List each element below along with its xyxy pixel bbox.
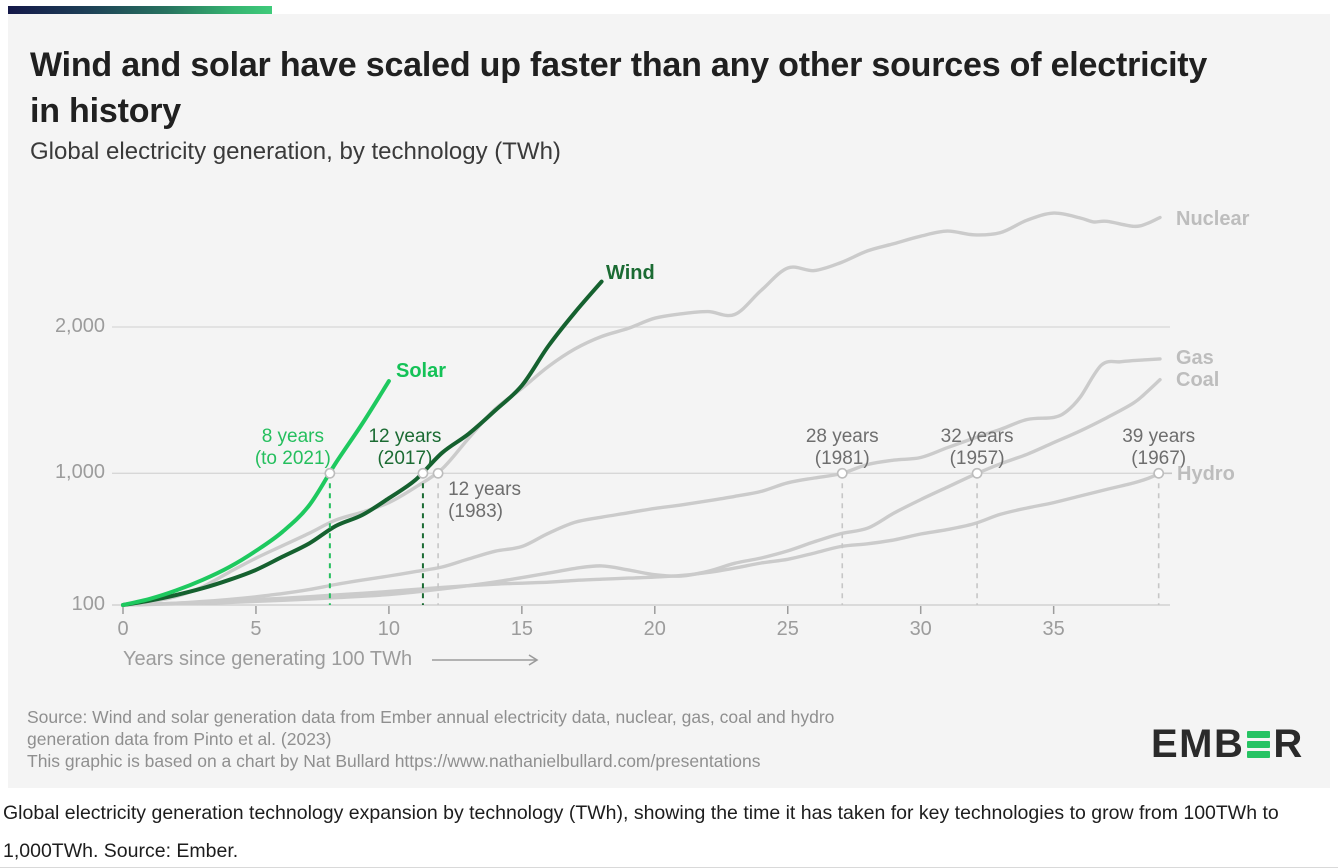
chart-title-line1: Wind and solar have scaled up faster tha… [30,46,1208,84]
milestone-marker-nuclear [432,467,444,479]
milestone-marker-solar [324,467,336,479]
logo-green-e-icon [1247,730,1271,760]
figure-caption: Global electricity generation technology… [3,802,1279,862]
y-tick-label-100: 100 [71,593,105,615]
x-tick-label-10: 10 [377,618,401,640]
series-line-nuclear [121,211,1162,607]
y-tick-label-1000: 1,000 [54,461,105,484]
x-axis-title-text: Years since generating 100 TWh [123,648,413,670]
milestone-marker-gas [836,467,848,479]
series-label-coal: Coal [1176,369,1220,391]
series-label-solar: Solar [396,360,447,382]
milestone-label-wind: 12 years (2017) [368,426,442,469]
series-label-wind: Wind [606,262,655,284]
series-line-solar [121,379,391,607]
milestone-label-solar: 8 years (to 2021) [254,426,331,469]
source-line1: Source: Wind and solar generation data f… [27,707,835,727]
series-line-coal [121,378,1162,607]
right-arrow-icon [432,653,539,666]
logo-text-suffix: R [1273,722,1304,766]
milestone-label-nuclear: 12 years (1983) [448,479,521,522]
logo-text-prefix: EMB [1151,722,1245,766]
milestone-marker-hydro [1153,467,1165,479]
source-line3: This graphic is based on a chart by Nat … [27,751,761,771]
accent-gradient-bar [8,6,272,14]
milestone-label-gas: 28 years (1981) [805,426,879,469]
chart-title: Wind and solar have scaled up faster tha… [30,42,1207,134]
series-line-wind [121,279,604,607]
milestone-label-coal: 32 years (1957) [940,426,1014,469]
series-label-nuclear: Nuclear [1176,208,1250,230]
line-chart-svg [112,211,1172,614]
chart-area: 0 5 10 15 20 25 30 35 100 1,000 2,000 39 years (1967… [54,208,1250,640]
x-tick-label-5: 5 [250,618,262,640]
chart-subtitle: Global electricity generation, by techno… [30,138,561,165]
milestone-marker-wind [417,467,429,479]
series-label-gas: Gas [1176,347,1214,369]
x-tick-label-20: 20 [643,618,666,640]
series-line-gas [121,357,1162,607]
x-tick-label-0: 0 [117,618,129,640]
x-tick-label-35: 35 [1042,618,1065,640]
chart-title-line2: in history [30,92,182,130]
ember-logo: EMB R [1151,722,1304,767]
milestone-label-hydro: 39 years (1967) [1122,426,1196,469]
x-tick-label-25: 25 [776,618,799,640]
x-axis-title: Years since generating 100 TWh [123,648,542,671]
x-tick-label-15: 15 [510,618,533,640]
source-note: Source: Wind and solar generation data f… [27,706,834,772]
x-tick-label-30: 30 [909,618,932,640]
chart-card [8,14,1330,788]
source-line2: generation data from Pinto et al. (2023) [27,729,332,749]
series-label-hydro: Hydro [1177,463,1235,485]
milestone-marker-coal [971,467,983,479]
y-tick-label-2000: 2,000 [54,314,105,337]
series-line-hydro [121,471,1162,607]
